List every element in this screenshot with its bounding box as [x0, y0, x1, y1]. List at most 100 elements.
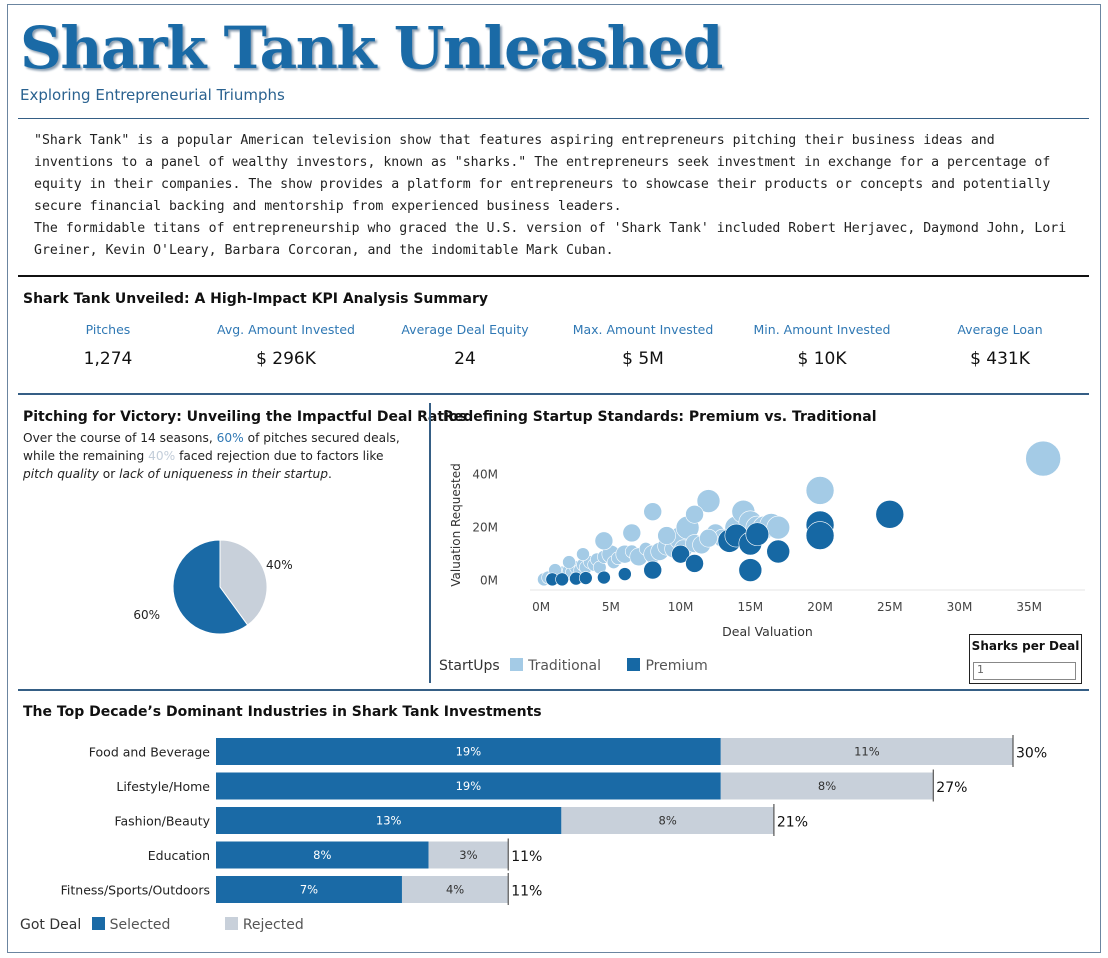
bar-value-label: 4%: [446, 883, 464, 897]
legend-swatch-premium: [627, 658, 641, 671]
kpi-label: Min. Amount Invested: [753, 322, 891, 337]
scatter-point-premium[interactable]: [875, 500, 905, 529]
scatter-point-premium[interactable]: [766, 539, 791, 564]
bar-value-label: 19%: [456, 779, 482, 793]
scatter-point-traditional[interactable]: [696, 489, 721, 513]
scatter-point-traditional[interactable]: [643, 502, 663, 521]
desc-italic-pitch-quality: pitch quality: [23, 467, 99, 481]
y-axis-title: Valuation Requested: [449, 463, 463, 586]
scatter-point-traditional[interactable]: [576, 547, 590, 561]
scatter-section-title: Redefining Startup Standards: Premium vs…: [443, 409, 877, 425]
bar-total-label: 30%: [1016, 746, 1047, 762]
scatter-point-traditional[interactable]: [1025, 440, 1061, 477]
legend-swatch-selected: [91, 917, 105, 930]
bar-total-label: 21%: [777, 815, 808, 831]
bar-value-label: 13%: [376, 814, 402, 828]
bar-category-label: Fashion/Beauty: [114, 814, 210, 829]
kpi-label: Max. Amount Invested: [572, 322, 714, 337]
legend-label-rejected: Rejected: [242, 917, 304, 933]
legend-swatch-rejected: [224, 917, 238, 930]
bar-section-title: The Top Decade’s Dominant Industries in …: [23, 704, 542, 720]
bar-value-label: 7%: [300, 883, 318, 897]
scatter-point-traditional[interactable]: [657, 526, 676, 545]
scatter-point-premium[interactable]: [597, 570, 611, 585]
pie-slice-rejected[interactable]: [219, 539, 268, 626]
valuation-scatter-chart: 0M 5M 10M 15M 20M 25M 30M 35M 0M 20M 40M Deal Valua…: [449, 440, 1085, 639]
kpi-label: Pitches: [85, 322, 131, 337]
industries-bar-chart: Food and Beverage 19% 11% 30% Lifestyle/Home…: [61, 735, 1047, 905]
scatter-point-premium[interactable]: [685, 554, 704, 573]
bar-total-label: 11%: [511, 849, 542, 865]
scatter-point-traditional[interactable]: [805, 476, 835, 505]
x-axis-title: Deal Valuation: [722, 624, 813, 639]
bar-segment-selected[interactable]: [216, 807, 562, 834]
kpi-value: $ 431K: [970, 349, 1030, 369]
kpi-value: $ 5M: [622, 349, 664, 369]
desc-pct-rejected: 40%: [148, 449, 176, 463]
page-title: Shark Tank Unleashed: [20, 14, 723, 82]
kpi-value: $ 296K: [256, 349, 316, 369]
kpi-section-title: Shark Tank Unveiled: A High-Impact KPI A…: [23, 291, 489, 307]
scatter-point-traditional[interactable]: [622, 523, 642, 543]
bar-segment-rejected[interactable]: [561, 807, 774, 834]
bar-value-label: 3%: [459, 848, 477, 862]
bar-segment-rejected[interactable]: [428, 841, 509, 869]
intro-text: "Shark Tank" is a popular American telev…: [34, 130, 1074, 262]
kpi-average-loan: Average Loan $ 431K: [920, 322, 1080, 369]
legend-label-traditional: Traditional: [528, 658, 601, 674]
x-tick-label: 35M: [1016, 600, 1042, 614]
desc-text: faced rejection due to factors like: [175, 449, 384, 463]
scatter-point-traditional[interactable]: [594, 531, 614, 551]
startups-legend: StartUps Traditional Premium: [439, 658, 708, 674]
kpi-value: 1,274: [83, 349, 133, 369]
scatter-point-premium[interactable]: [618, 567, 632, 581]
pie-slice-selected[interactable]: [172, 539, 249, 635]
divider-kpi: [18, 393, 1089, 395]
bar-segment-rejected[interactable]: [720, 738, 1013, 765]
bar-category-label: Lifestyle/Home: [116, 779, 210, 794]
bar-total-label: 27%: [936, 780, 967, 796]
desc-text: Over the course of 14 seasons,: [23, 431, 217, 445]
got-deal-legend: Got Deal Selected Rejected: [20, 917, 304, 933]
deal-ratio-pie-chart: 60% 40%: [133, 539, 293, 635]
bar-segment-selected[interactable]: [216, 772, 721, 800]
desc-text: while the remaining: [23, 449, 149, 463]
sharks-per-deal-filter: Sharks per Deal 1: [969, 634, 1082, 684]
scatter-point-premium[interactable]: [555, 572, 569, 587]
desc-italic-uniqueness: lack of uniqueness in their startup: [119, 467, 328, 481]
desc-text: or: [98, 467, 120, 481]
kpi-pitches: Pitches 1,274: [28, 322, 188, 369]
y-tick-label: 40M: [472, 468, 498, 482]
kpi-avg-amount-invested: Avg. Amount Invested $ 296K: [206, 322, 366, 369]
scatter-point-traditional[interactable]: [685, 505, 704, 524]
pie-description: Over the course of 14 seasons, 60% of pi…: [23, 429, 423, 483]
scatter-point-traditional[interactable]: [562, 555, 576, 569]
scatter-point-premium[interactable]: [578, 571, 593, 585]
scatter-point-premium[interactable]: [738, 558, 763, 582]
scatter-point-premium[interactable]: [643, 560, 663, 580]
scatter-point-premium[interactable]: [745, 522, 770, 547]
bar-segment-selected[interactable]: [216, 876, 402, 903]
filter-label: Sharks per Deal: [971, 639, 1080, 653]
legend-title: StartUps: [439, 658, 500, 674]
intro-paragraph-2: The formidable titans of entrepreneurshi…: [34, 221, 1067, 258]
scatter-point-traditional[interactable]: [699, 528, 718, 548]
bar-segment-selected[interactable]: [216, 841, 429, 869]
sharks-per-deal-input[interactable]: 1: [973, 662, 1076, 680]
bar-value-label: 8%: [313, 848, 331, 862]
desc-text: .: [327, 467, 332, 481]
scatter-point-premium[interactable]: [805, 521, 835, 550]
x-tick-label: 30M: [947, 600, 973, 614]
pie-label-selected: 60%: [133, 608, 160, 622]
bar-segment-rejected[interactable]: [401, 876, 509, 903]
x-tick-label: 15M: [738, 600, 764, 614]
legend-label-selected: Selected: [109, 917, 171, 933]
scatter-point-traditional[interactable]: [766, 515, 791, 540]
scatter-point-premium[interactable]: [671, 544, 690, 564]
kpi-average-deal-equity: Average Deal Equity 24: [385, 322, 545, 369]
dashboard-frame: [7, 4, 1101, 953]
divider-bars: [18, 689, 1089, 691]
bar-value-label: 19%: [456, 745, 482, 759]
bar-segment-rejected[interactable]: [720, 772, 934, 800]
bar-segment-selected[interactable]: [216, 738, 721, 765]
